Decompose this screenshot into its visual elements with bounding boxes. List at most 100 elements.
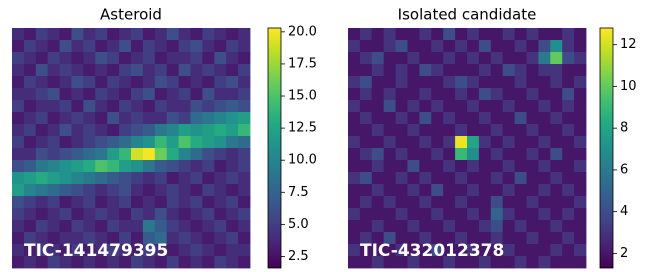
heatmap-cell	[408, 28, 420, 40]
heatmap-cell	[202, 196, 214, 208]
heatmap-cell	[179, 100, 191, 112]
heatmap-cell	[431, 76, 443, 88]
heatmap-cell	[95, 148, 107, 160]
heatmap-cell	[48, 28, 60, 40]
heatmap-cell	[72, 100, 84, 112]
heatmap-cell	[550, 136, 562, 148]
heatmap-cell	[226, 208, 238, 220]
heatmap-cell	[83, 88, 95, 100]
heatmap-cell	[479, 124, 491, 136]
heatmap-cell	[538, 28, 550, 40]
heatmap-cell	[431, 196, 443, 208]
heatmap-cell	[36, 136, 48, 148]
heatmap-cell	[479, 220, 491, 232]
heatmap-cell	[191, 64, 203, 76]
heatmap-cell	[503, 100, 515, 112]
heatmap-cell	[95, 124, 107, 136]
heatmap-cell	[396, 40, 408, 52]
heatmap-cell	[107, 124, 119, 136]
heatmap-cell	[238, 76, 250, 88]
heatmap-cell	[527, 28, 539, 40]
heatmap-cell	[360, 88, 372, 100]
heatmap-cell	[455, 112, 467, 124]
heatmap-cell	[238, 196, 250, 208]
heatmap-cell	[419, 40, 431, 52]
heatmap-cell	[550, 232, 562, 244]
heatmap-cell	[191, 40, 203, 52]
heatmap-cell	[443, 208, 455, 220]
heatmap-cell	[527, 256, 539, 268]
heatmap-cell	[119, 184, 131, 196]
heatmap-cell	[372, 160, 384, 172]
heatmap-cell	[503, 124, 515, 136]
heatmap-cell	[48, 112, 60, 124]
heatmap-cell	[119, 148, 131, 160]
heatmap-cell	[83, 112, 95, 124]
heatmap-cell	[60, 136, 72, 148]
heatmap-cell	[348, 220, 360, 232]
heatmap-cell	[238, 124, 250, 136]
heatmap-cell	[527, 136, 539, 148]
heatmap-cell	[503, 136, 515, 148]
heatmap-cell	[515, 172, 527, 184]
heatmap-cell	[226, 172, 238, 184]
heatmap-cell	[226, 184, 238, 196]
heatmap-cell	[455, 172, 467, 184]
heatmap-cell	[348, 100, 360, 112]
heatmap-cell	[95, 88, 107, 100]
colorbar	[268, 28, 281, 268]
heatmap-cell	[107, 196, 119, 208]
heatmap-cell	[348, 112, 360, 124]
heatmap-cell	[467, 160, 479, 172]
colorbar-tick-label: 2.5	[288, 249, 309, 264]
heatmap-cell	[527, 244, 539, 256]
heatmap-cell	[131, 148, 143, 160]
heatmap-cell	[83, 196, 95, 208]
heatmap-cell	[562, 112, 574, 124]
heatmap-cell	[503, 52, 515, 64]
heatmap-cell	[443, 52, 455, 64]
heatmap-cell	[443, 100, 455, 112]
heatmap-cell	[167, 208, 179, 220]
heatmap-cell	[538, 136, 550, 148]
heatmap-cell	[24, 28, 36, 40]
heatmap-cell	[143, 76, 155, 88]
heatmap-cell	[119, 220, 131, 232]
heatmap-cell	[167, 64, 179, 76]
heatmap-cell	[419, 28, 431, 40]
heatmap-cell	[503, 256, 515, 268]
heatmap-cell	[527, 172, 539, 184]
heatmap-cell	[214, 220, 226, 232]
heatmap-cell	[491, 88, 503, 100]
heatmap-cell	[238, 64, 250, 76]
heatmap-cell	[467, 52, 479, 64]
heatmap-cell	[491, 124, 503, 136]
heatmap-cell	[179, 172, 191, 184]
heatmap-cell	[48, 160, 60, 172]
heatmap-cell	[491, 148, 503, 160]
heatmap-cell	[527, 196, 539, 208]
heatmap-cell	[131, 136, 143, 148]
heatmap-cell	[95, 160, 107, 172]
heatmap-cell	[167, 76, 179, 88]
heatmap-cell	[12, 88, 24, 100]
heatmap-cell	[384, 100, 396, 112]
heatmap-cell	[143, 160, 155, 172]
heatmap-cell	[455, 220, 467, 232]
heatmap-cell	[191, 112, 203, 124]
heatmap-cell	[384, 28, 396, 40]
heatmap-cell	[503, 148, 515, 160]
heatmap-cell	[562, 52, 574, 64]
annotation: TIC-432012378	[360, 241, 504, 261]
heatmap-cell	[167, 100, 179, 112]
heatmap-cell	[24, 148, 36, 160]
heatmap-cell	[24, 136, 36, 148]
heatmap-cell	[431, 40, 443, 52]
heatmap-cell	[360, 172, 372, 184]
heatmap-cell	[538, 256, 550, 268]
heatmap-cell	[360, 100, 372, 112]
heatmap-cell	[214, 88, 226, 100]
heatmap-cell	[431, 124, 443, 136]
heatmap-cell	[408, 112, 420, 124]
heatmap-cell	[202, 40, 214, 52]
